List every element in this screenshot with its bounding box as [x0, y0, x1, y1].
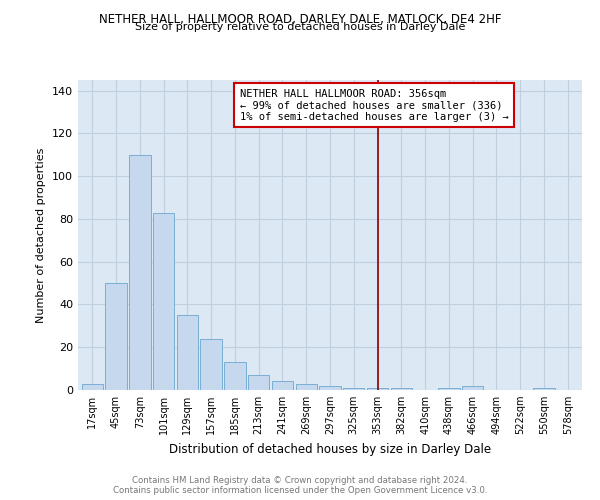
Bar [176, 315, 198, 390]
Bar [367, 388, 388, 390]
Bar [391, 388, 412, 390]
Bar [248, 375, 269, 390]
Bar [224, 362, 245, 390]
Bar [533, 388, 554, 390]
Text: NETHER HALL HALLMOOR ROAD: 356sqm
← 99% of detached houses are smaller (336)
1% : NETHER HALL HALLMOOR ROAD: 356sqm ← 99% … [239, 88, 508, 122]
Bar [462, 386, 484, 390]
Bar [319, 386, 341, 390]
Bar [200, 338, 222, 390]
Text: NETHER HALL, HALLMOOR ROAD, DARLEY DALE, MATLOCK, DE4 2HF: NETHER HALL, HALLMOOR ROAD, DARLEY DALE,… [99, 12, 501, 26]
Bar [296, 384, 317, 390]
Bar [438, 388, 460, 390]
Bar [153, 212, 174, 390]
Bar [272, 382, 293, 390]
X-axis label: Distribution of detached houses by size in Darley Dale: Distribution of detached houses by size … [169, 442, 491, 456]
Bar [82, 384, 103, 390]
Text: Contains HM Land Registry data © Crown copyright and database right 2024.
Contai: Contains HM Land Registry data © Crown c… [113, 476, 487, 495]
Bar [106, 283, 127, 390]
Text: Size of property relative to detached houses in Darley Dale: Size of property relative to detached ho… [135, 22, 465, 32]
Bar [129, 155, 151, 390]
Y-axis label: Number of detached properties: Number of detached properties [37, 148, 46, 322]
Bar [343, 388, 364, 390]
